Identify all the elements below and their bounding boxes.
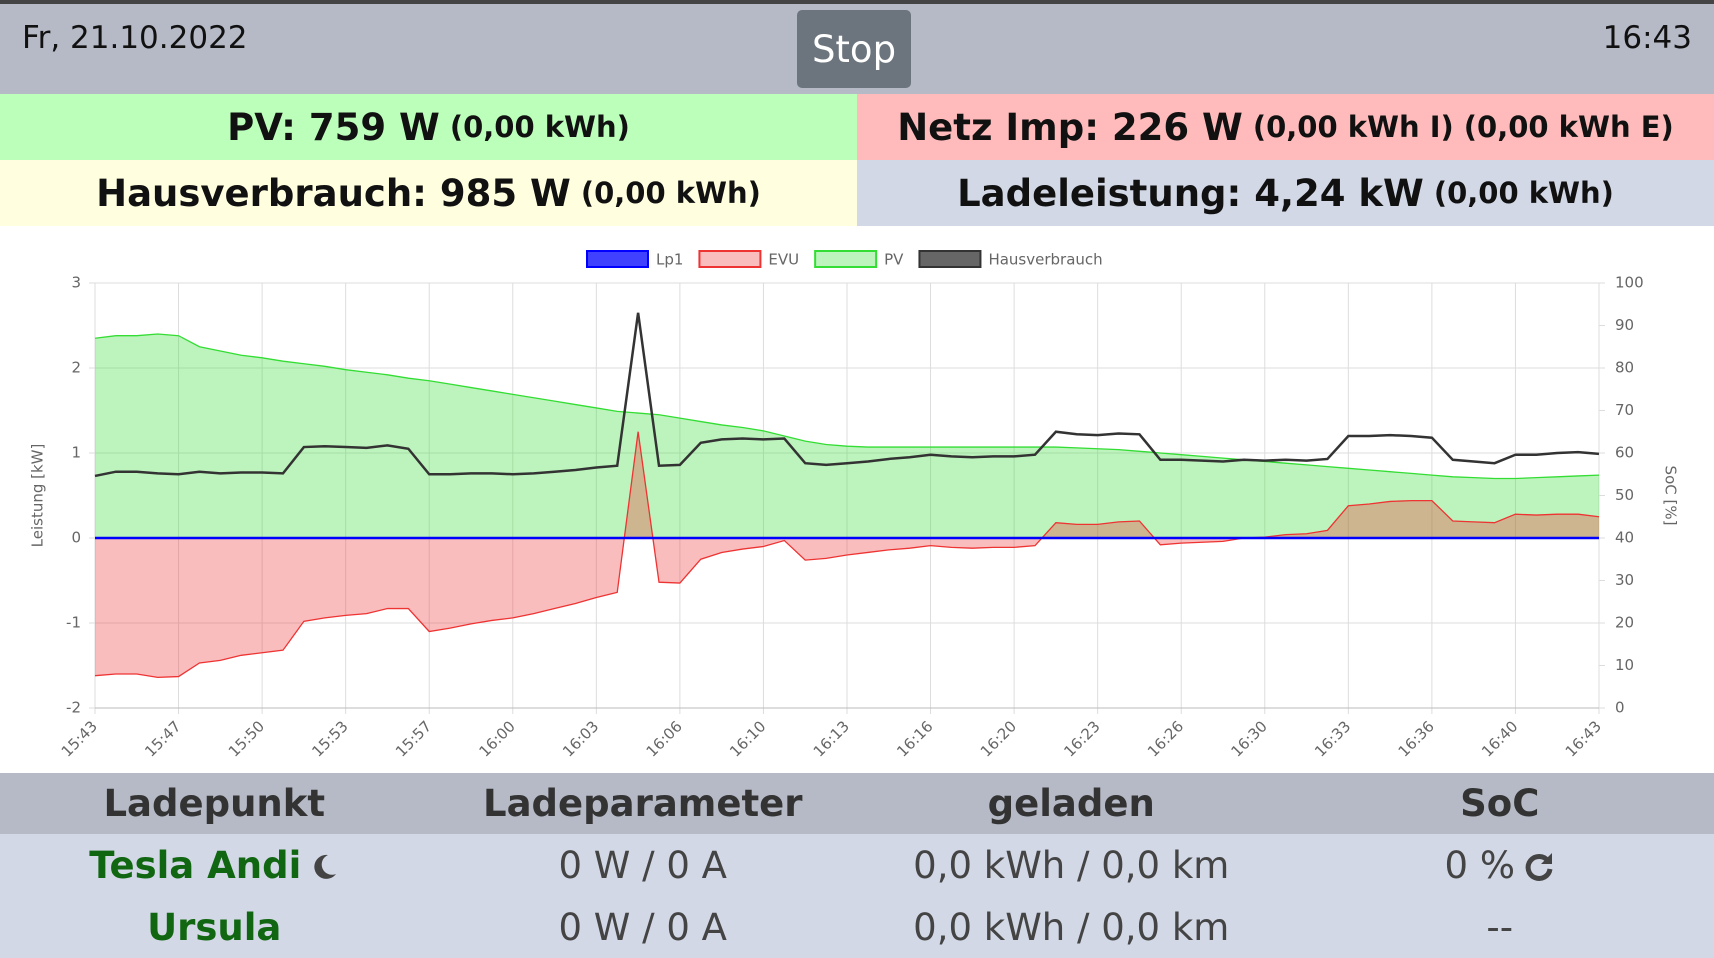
import: (0,00 kWh I): [1252, 110, 1454, 144]
legend-label: PV: [884, 251, 904, 269]
series-line: [94, 431, 1600, 679]
y2-tick-label: 50: [1615, 486, 1634, 504]
y2-tick-label: 10: [1615, 656, 1634, 674]
moon-icon[interactable]: [309, 852, 339, 882]
refresh-icon[interactable]: [1523, 851, 1555, 883]
series-line: [94, 333, 1600, 480]
x-tick-label: 15:47: [141, 717, 184, 760]
y2-tick-label: 20: [1615, 614, 1634, 632]
x-tick-label: 16:16: [893, 717, 936, 760]
label: Netz Imp:: [897, 105, 1099, 149]
energy: (0,00 kWh): [1433, 176, 1614, 210]
header-row: Ladepunkt Ladeparameter geladen SoC: [0, 773, 1714, 834]
grid-status: Netz Imp: 226 W (0,00 kWh I) (0,00 kWh E): [857, 94, 1714, 160]
house-status: Hausverbrauch: 985 W (0,00 kWh): [0, 160, 857, 226]
value: 4,24 kW: [1254, 171, 1424, 215]
top-bar: Fr, 21.10.2022 Stop 16:43: [0, 0, 1714, 94]
x-tick-label: 16:20: [977, 717, 1020, 760]
header: Ladeparameter: [428, 773, 857, 834]
y-axis-title: Leistung [kW]: [29, 444, 47, 548]
y2-tick-label: 30: [1615, 571, 1634, 589]
stop-button[interactable]: Stop: [797, 10, 911, 88]
x-tick-label: 16:26: [1144, 717, 1187, 760]
y2-tick-label: 40: [1615, 529, 1634, 547]
x-tick-label: 16:40: [1478, 717, 1521, 760]
energy: (0,00 kWh): [580, 176, 761, 210]
x-tick-label: 15:43: [58, 717, 101, 760]
x-tick-label: 15:57: [392, 717, 435, 760]
legend-swatch: [918, 250, 982, 268]
x-tick-label: 16:30: [1227, 717, 1270, 760]
row: Tesla Andi 0 W / 0 A 0,0 kWh / 0,0 km 0 …: [0, 834, 1714, 896]
legend-label: Lp1: [656, 251, 683, 269]
x-tick-label: 16:13: [810, 717, 853, 760]
y-tick-label: -2: [66, 699, 81, 717]
date: Fr, 21.10.2022: [22, 20, 248, 56]
value: 226 W: [1111, 105, 1243, 149]
y2-tick-label: 70: [1615, 401, 1634, 419]
x-tick-label: 16:06: [643, 717, 686, 760]
cell: 0,0 kWh / 0,0 km: [857, 896, 1286, 958]
header: geladen: [857, 773, 1286, 834]
y-tick-label: 2: [71, 359, 81, 377]
y2-axis-title: SoC [%]: [1662, 466, 1680, 526]
export: (0,00 kWh E): [1463, 110, 1674, 144]
cell: 0,0 kWh / 0,0 km: [857, 834, 1286, 896]
y2-tick-label: 60: [1615, 444, 1634, 462]
y-tick-label: 0: [71, 529, 81, 547]
x-tick-label: 16:23: [1060, 717, 1103, 760]
cell: 0 W / 0 A: [428, 896, 857, 958]
y2-tick-label: 0: [1615, 699, 1625, 717]
y-tick-label: 3: [71, 274, 81, 292]
y2-tick-label: 100: [1615, 274, 1644, 292]
legend-label: EVU: [768, 251, 799, 269]
legend-swatch: [814, 250, 878, 268]
y2-tick-label: 80: [1615, 359, 1634, 377]
legend-swatch: [698, 250, 762, 268]
soc: 0 %: [1444, 843, 1515, 887]
cell: --: [1285, 896, 1714, 958]
charge-status: Ladeleistung: 4,24 kW (0,00 kWh): [857, 160, 1714, 226]
y-tick-label: 1: [71, 444, 81, 462]
name[interactable]: Tesla Andi: [89, 843, 302, 887]
value: 759 W: [308, 105, 440, 149]
x-tick-label: 16:33: [1311, 717, 1354, 760]
time: 16:43: [1602, 20, 1692, 56]
x-tick-label: 16:36: [1395, 717, 1438, 760]
label: PV:: [227, 105, 296, 149]
cell[interactable]: Tesla Andi: [0, 834, 429, 896]
x-tick-label: 16:03: [559, 717, 602, 760]
x-tick-label: 15:50: [225, 717, 268, 760]
charge-table: Ladepunkt Ladeparameter geladen SoC Tesl…: [0, 773, 1714, 958]
label: Hausverbrauch:: [96, 171, 427, 215]
x-tick-label: 16:10: [726, 717, 769, 760]
header: Ladepunkt: [0, 773, 429, 834]
series-line: [94, 312, 1600, 478]
y2-tick-label: 90: [1615, 316, 1634, 334]
row: Ursula 0 W / 0 A 0,0 kWh / 0,0 km --: [0, 896, 1714, 958]
legend-label: Hausverbrauch: [988, 251, 1102, 269]
cell: 0 %: [1285, 834, 1714, 896]
value: 985 W: [439, 171, 571, 215]
cell: 0 W / 0 A: [428, 834, 857, 896]
header: SoC: [1285, 773, 1714, 834]
x-tick-label: 15:53: [308, 717, 351, 760]
energy: (0,00 kWh): [449, 110, 630, 144]
x-tick-label: 16:43: [1562, 717, 1605, 760]
legend-swatch: [586, 250, 649, 268]
y-tick-label: -1: [66, 614, 81, 632]
x-tick-label: 16:00: [475, 717, 518, 760]
label: Ladeleistung:: [957, 171, 1242, 215]
pv-status: PV: 759 W (0,00 kWh): [0, 94, 857, 160]
cell[interactable]: Ursula: [0, 896, 429, 958]
area-fill: [95, 334, 1599, 538]
